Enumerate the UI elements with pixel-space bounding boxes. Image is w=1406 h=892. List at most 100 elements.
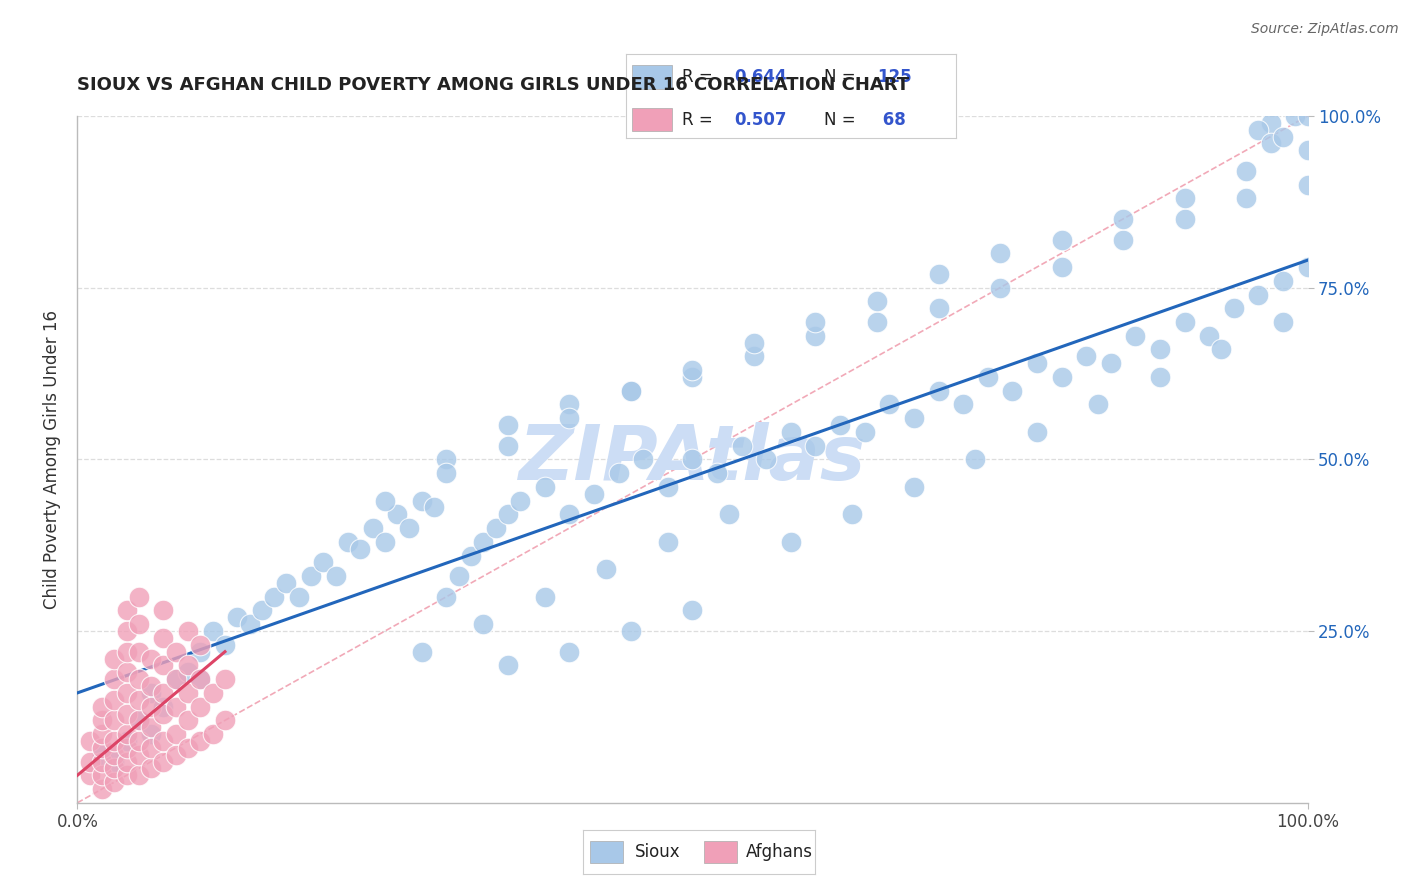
Point bbox=[657, 480, 679, 494]
Point bbox=[115, 734, 138, 748]
Point bbox=[152, 658, 174, 673]
Point bbox=[115, 755, 138, 769]
Point bbox=[90, 747, 114, 762]
Point bbox=[1296, 260, 1319, 274]
Point bbox=[583, 487, 606, 501]
Point bbox=[79, 755, 101, 769]
Point bbox=[128, 747, 150, 762]
Text: Afghans: Afghans bbox=[745, 843, 813, 861]
Text: 68: 68 bbox=[877, 111, 905, 128]
Point bbox=[141, 761, 163, 775]
Point bbox=[201, 686, 224, 700]
Point bbox=[115, 706, 138, 721]
Point bbox=[620, 384, 643, 398]
Point bbox=[1247, 122, 1270, 136]
Point bbox=[79, 734, 101, 748]
Text: 125: 125 bbox=[877, 69, 911, 87]
Point bbox=[103, 692, 125, 706]
Point bbox=[780, 534, 803, 549]
Point bbox=[177, 686, 200, 700]
Point bbox=[682, 363, 704, 377]
Point bbox=[90, 782, 114, 797]
Point bbox=[141, 651, 163, 665]
Point bbox=[496, 508, 519, 522]
Point bbox=[633, 452, 655, 467]
Point bbox=[742, 350, 765, 364]
Point bbox=[1272, 129, 1295, 144]
Point bbox=[1149, 343, 1171, 357]
Point bbox=[988, 246, 1011, 260]
Point bbox=[226, 610, 249, 624]
Point bbox=[841, 508, 863, 522]
Text: Source: ZipAtlas.com: Source: ZipAtlas.com bbox=[1251, 22, 1399, 37]
Point bbox=[325, 569, 347, 583]
Text: R =: R = bbox=[682, 69, 718, 87]
Point bbox=[780, 425, 803, 439]
Point bbox=[115, 740, 138, 755]
Point bbox=[177, 624, 200, 639]
Point bbox=[607, 466, 630, 480]
Point bbox=[558, 645, 581, 659]
Point bbox=[830, 417, 852, 433]
Point bbox=[128, 590, 150, 604]
Point bbox=[165, 672, 187, 686]
Point bbox=[1247, 287, 1270, 301]
Point bbox=[558, 508, 581, 522]
Point bbox=[928, 301, 950, 316]
Point bbox=[177, 740, 200, 755]
Point bbox=[1099, 356, 1122, 370]
Point bbox=[1076, 350, 1098, 364]
Bar bbox=[591, 840, 623, 863]
Point bbox=[1149, 370, 1171, 384]
Point bbox=[853, 425, 876, 439]
Point bbox=[436, 452, 458, 467]
Point bbox=[1198, 328, 1220, 343]
Point bbox=[90, 740, 114, 755]
Point bbox=[1284, 109, 1306, 123]
Point bbox=[657, 534, 679, 549]
Point bbox=[1026, 356, 1049, 370]
Point bbox=[1174, 191, 1197, 205]
Point bbox=[1112, 233, 1135, 247]
Point bbox=[201, 624, 224, 639]
Point bbox=[141, 740, 163, 755]
Point bbox=[214, 672, 236, 686]
Point bbox=[165, 727, 187, 741]
Point bbox=[1026, 425, 1049, 439]
Point bbox=[509, 493, 531, 508]
Point bbox=[718, 508, 741, 522]
Point bbox=[374, 493, 396, 508]
Point bbox=[1260, 116, 1282, 130]
Point bbox=[288, 590, 311, 604]
Point bbox=[165, 699, 187, 714]
Point bbox=[128, 692, 150, 706]
Point bbox=[731, 439, 754, 453]
Point bbox=[472, 534, 495, 549]
Point bbox=[115, 645, 138, 659]
Point bbox=[1112, 212, 1135, 227]
Point bbox=[103, 775, 125, 789]
Point bbox=[558, 397, 581, 411]
Point bbox=[190, 645, 212, 659]
Text: 0.644: 0.644 bbox=[735, 69, 787, 87]
Point bbox=[190, 638, 212, 652]
Point bbox=[214, 638, 236, 652]
Point bbox=[1211, 343, 1233, 357]
Point bbox=[337, 534, 360, 549]
Point bbox=[447, 569, 470, 583]
Point bbox=[804, 315, 827, 329]
Point bbox=[141, 679, 163, 693]
Point bbox=[115, 624, 138, 639]
Point bbox=[1050, 260, 1073, 274]
Point bbox=[214, 714, 236, 728]
Point bbox=[103, 714, 125, 728]
Point bbox=[1234, 191, 1257, 205]
Point bbox=[128, 768, 150, 782]
Point bbox=[190, 734, 212, 748]
Point bbox=[128, 617, 150, 632]
Point bbox=[90, 727, 114, 741]
Text: R =: R = bbox=[682, 111, 718, 128]
Point bbox=[1296, 109, 1319, 123]
Point bbox=[558, 411, 581, 425]
Point bbox=[312, 555, 335, 570]
